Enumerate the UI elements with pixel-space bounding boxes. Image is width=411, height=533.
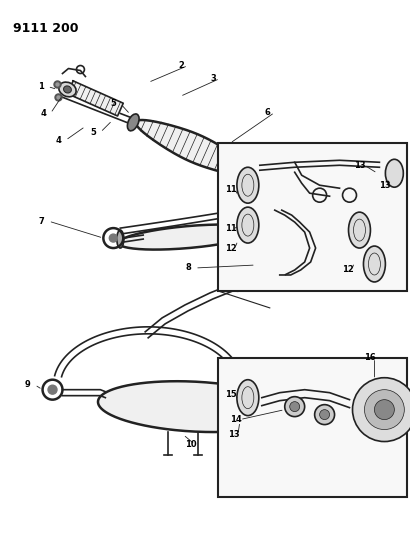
- Ellipse shape: [237, 379, 259, 416]
- Ellipse shape: [258, 164, 268, 179]
- Text: 12: 12: [342, 265, 353, 274]
- Text: 2: 2: [178, 61, 184, 70]
- Text: 7: 7: [39, 216, 44, 225]
- Ellipse shape: [117, 230, 124, 248]
- Text: 9111 200: 9111 200: [13, 22, 79, 35]
- Circle shape: [109, 234, 117, 242]
- Circle shape: [353, 378, 411, 441]
- Circle shape: [55, 94, 62, 101]
- Ellipse shape: [313, 456, 323, 464]
- Text: 11: 11: [225, 185, 237, 193]
- Polygon shape: [98, 381, 292, 432]
- Circle shape: [320, 410, 330, 419]
- Text: 1: 1: [37, 82, 44, 91]
- Text: 4: 4: [55, 136, 61, 145]
- Text: 15: 15: [225, 390, 237, 399]
- Polygon shape: [118, 224, 258, 249]
- Text: 12: 12: [225, 244, 237, 253]
- Bar: [218, 143, 407, 291]
- Circle shape: [290, 402, 300, 411]
- Circle shape: [374, 400, 395, 419]
- Ellipse shape: [252, 226, 259, 244]
- Text: 14: 14: [230, 415, 242, 424]
- Text: 10: 10: [185, 440, 197, 449]
- Text: 8: 8: [185, 263, 191, 272]
- Circle shape: [315, 405, 335, 425]
- Ellipse shape: [237, 207, 259, 243]
- Text: 13: 13: [355, 161, 366, 170]
- Text: 5: 5: [110, 99, 116, 108]
- Ellipse shape: [237, 167, 259, 203]
- Ellipse shape: [59, 82, 76, 97]
- Text: 6: 6: [265, 108, 271, 117]
- Text: 5: 5: [90, 128, 96, 137]
- Text: 4: 4: [41, 109, 46, 118]
- Circle shape: [48, 385, 57, 394]
- Circle shape: [54, 81, 61, 88]
- Text: 9: 9: [25, 380, 30, 389]
- Text: 13: 13: [379, 181, 391, 190]
- Ellipse shape: [363, 246, 386, 282]
- Circle shape: [260, 259, 267, 265]
- Text: 16: 16: [365, 353, 376, 362]
- Ellipse shape: [127, 114, 139, 131]
- Ellipse shape: [64, 86, 72, 93]
- Ellipse shape: [229, 277, 241, 292]
- Circle shape: [285, 397, 305, 417]
- Text: 11: 11: [225, 224, 237, 232]
- Polygon shape: [67, 81, 123, 116]
- Polygon shape: [136, 120, 254, 176]
- Text: 13: 13: [228, 430, 240, 439]
- Circle shape: [57, 96, 60, 99]
- Circle shape: [365, 390, 404, 430]
- Text: 3: 3: [210, 74, 216, 83]
- Circle shape: [56, 83, 59, 86]
- Bar: [218, 358, 407, 497]
- Ellipse shape: [349, 212, 370, 248]
- Ellipse shape: [386, 159, 403, 187]
